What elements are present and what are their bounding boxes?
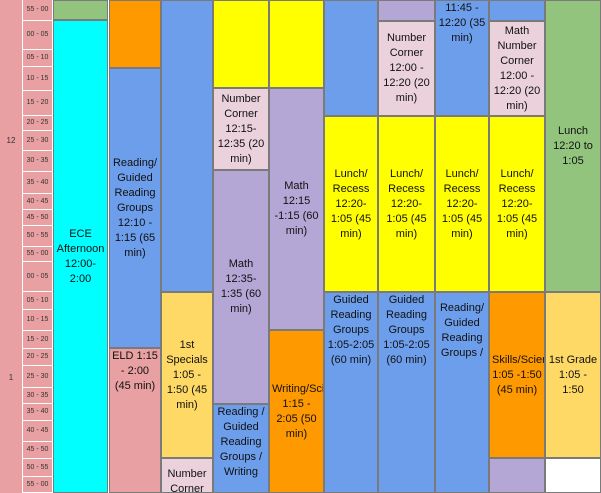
schedule-block-label: Math 12:35-1:35 (60 min) xyxy=(220,258,262,315)
time-slot-label: 45 - 50 xyxy=(22,442,52,459)
schedule-block-empty[interactable] xyxy=(269,0,324,88)
schedule-block[interactable]: Lunch/ Recess 12:20-1:05 (45 min) xyxy=(435,116,489,292)
time-slot-label: 30 - 35 xyxy=(22,151,52,172)
schedule-block[interactable]: Math Number Corner 12:00 - 12:20 (20 min… xyxy=(489,21,545,116)
time-slot-label: 05 - 10 xyxy=(22,292,52,310)
schedule-block-empty[interactable] xyxy=(109,0,161,68)
schedule-block[interactable]: Lunch 12:20 to 1:05 xyxy=(545,0,601,292)
time-slot-label: 55 - 00 xyxy=(22,247,52,262)
schedule-block[interactable]: Math 12:35-1:35 (60 min) xyxy=(213,170,269,404)
schedule-block[interactable]: Writing/Science/SS 1:15 - 2:05 (50 min) xyxy=(269,330,324,493)
schedule-block[interactable]: Guided Reading Groups 1:05-2:05 (60 min) xyxy=(324,292,378,493)
schedule-block[interactable]: 1st Specials 1:05 - 1:50 (45 min) xyxy=(161,292,213,458)
schedule-block-label: Lunch 12:20 to 1:05 xyxy=(553,124,593,167)
time-slot-label: 25 - 30 xyxy=(22,366,52,388)
schedule-block-label: Lunch/ Recess 12:20-1:05 (45 min) xyxy=(386,167,427,240)
time-slot-label: 20 - 25 xyxy=(22,116,52,131)
schedule-block-empty[interactable] xyxy=(545,458,601,493)
schedule-block[interactable]: Number Corner 12:15-12:35 (20 min) xyxy=(213,88,269,170)
schedule-block-empty[interactable] xyxy=(161,0,213,292)
schedule-block[interactable]: Reading / Guided Reading Groups / Writin… xyxy=(213,404,269,493)
schedule-block[interactable]: Skills/Science/SS 1:05 -1:50 (45 min) xyxy=(489,292,545,458)
time-slot-label: 20 - 25 xyxy=(22,349,52,366)
schedule-block-label: 1st Grade 1:05 - 1:50 xyxy=(548,353,598,396)
schedule-block-label: Reading/ Guided Reading Groups 12:10 - 1… xyxy=(112,156,158,259)
time-slot-label: 00 - 05 xyxy=(22,262,52,292)
hour-label-1: 1 xyxy=(8,373,14,382)
schedule-block-label: ECE Afternoon 12:00-2:00 xyxy=(56,227,105,285)
schedule-block-label: Number Corner xyxy=(167,468,207,493)
schedule-block-label: Lunch/ Recess 12:20-1:05 (45 min) xyxy=(330,167,372,240)
schedule-block-label: Math Number Corner 12:00 - 12:20 (20 min… xyxy=(493,24,541,112)
schedule-block[interactable]: Lunch/ Recess 12:20-1:05 (45 min) xyxy=(489,116,545,292)
time-slot-label: 30 - 35 xyxy=(22,388,52,404)
schedule-block-empty[interactable] xyxy=(489,458,545,493)
schedule-block-empty[interactable] xyxy=(213,0,269,88)
schedule-block[interactable]: 11:45 - 12:20 (35 min) xyxy=(435,0,489,116)
schedule-block-label: Skills/Science/SS 1:05 -1:50 (45 min) xyxy=(492,353,544,396)
schedule-block[interactable]: Number Corner 12:00 - 12:20 (20 min) xyxy=(378,21,435,116)
schedule-block-label: Reading / Guided Reading Groups / Writin… xyxy=(217,406,265,478)
schedule-block-label: Math 12:15 -1:15 (60 min) xyxy=(274,180,319,237)
time-slot-label: 00 - 05 xyxy=(22,21,52,50)
time-slot-label: 50 - 55 xyxy=(22,459,52,477)
time-slot-label: 55 - 00 xyxy=(22,0,52,21)
schedule-block-label: Reading/ Guided Reading Groups / xyxy=(439,302,485,359)
schedule-block[interactable]: 1st Grade 1:05 - 1:50 xyxy=(545,292,601,458)
time-slot-label: 45 - 50 xyxy=(22,210,52,226)
schedule-block-label: ELD 1:15 - 2:00 (45 min) xyxy=(112,350,158,392)
schedule-block[interactable]: Lunch/ Recess 12:20-1:05 (45 min) xyxy=(324,116,378,292)
schedule-block[interactable]: Reading/ Guided Reading Groups / xyxy=(435,292,489,493)
time-slot-label: 35 - 40 xyxy=(22,404,52,421)
hour-column xyxy=(0,0,23,493)
time-slot-label: 40 - 45 xyxy=(22,194,52,210)
hour-label-12: 12 xyxy=(6,136,16,145)
schedule-block-label: Number Corner 12:00 - 12:20 (20 min) xyxy=(383,32,430,104)
time-slot-label: 35 - 40 xyxy=(22,172,52,194)
schedule-block-empty[interactable] xyxy=(324,0,378,116)
schedule-block-label: Guided Reading Groups 1:05-2:05 (60 min) xyxy=(327,294,375,366)
schedule-block[interactable]: Number Corner xyxy=(161,458,213,493)
schedule-block-empty[interactable] xyxy=(53,0,108,20)
time-slot-label: 50 - 55 xyxy=(22,226,52,247)
schedule-block-label: Writing/Science/SS 1:15 - 2:05 (50 min) xyxy=(272,382,323,440)
schedule-block-label: Lunch/ Recess 12:20-1:05 (45 min) xyxy=(441,167,483,240)
schedule-block-label: Guided Reading Groups 1:05-2:05 (60 min) xyxy=(383,294,430,366)
schedule-block[interactable]: ECE Afternoon 12:00-2:00 xyxy=(53,20,108,493)
schedule-block[interactable]: Lunch/ Recess 12:20-1:05 (45 min) xyxy=(378,116,435,292)
schedule-block-empty[interactable] xyxy=(378,0,435,21)
schedule-block-label: 1st Specials 1:05 - 1:50 (45 min) xyxy=(166,338,208,411)
schedule-block[interactable]: Reading/ Guided Reading Groups 12:10 - 1… xyxy=(109,68,161,348)
time-slot-label: 15 - 20 xyxy=(22,331,52,349)
schedule-block-empty[interactable] xyxy=(489,0,545,21)
time-slot-label: 40 - 45 xyxy=(22,421,52,442)
schedule-block-label: Number Corner 12:15-12:35 (20 min) xyxy=(217,92,265,165)
time-slot-label: 55 - 00 xyxy=(22,477,52,493)
schedule-block-label: Lunch/ Recess 12:20-1:05 (45 min) xyxy=(496,167,538,240)
schedule-block[interactable]: Math 12:15 -1:15 (60 min) xyxy=(269,88,324,330)
time-slot-label: 25 - 30 xyxy=(22,131,52,151)
time-slot-label: 10 - 15 xyxy=(22,310,52,331)
schedule-block[interactable]: Guided Reading Groups 1:05-2:05 (60 min) xyxy=(378,292,435,493)
schedule-block-label: 11:45 - 12:20 (35 min) xyxy=(438,2,486,44)
time-slot-label: 10 - 15 xyxy=(22,67,52,91)
time-slot-label: 15 - 20 xyxy=(22,91,52,116)
schedule-block[interactable]: ELD 1:15 - 2:00 (45 min) xyxy=(109,348,161,493)
time-slot-label: 05 - 10 xyxy=(22,50,52,67)
